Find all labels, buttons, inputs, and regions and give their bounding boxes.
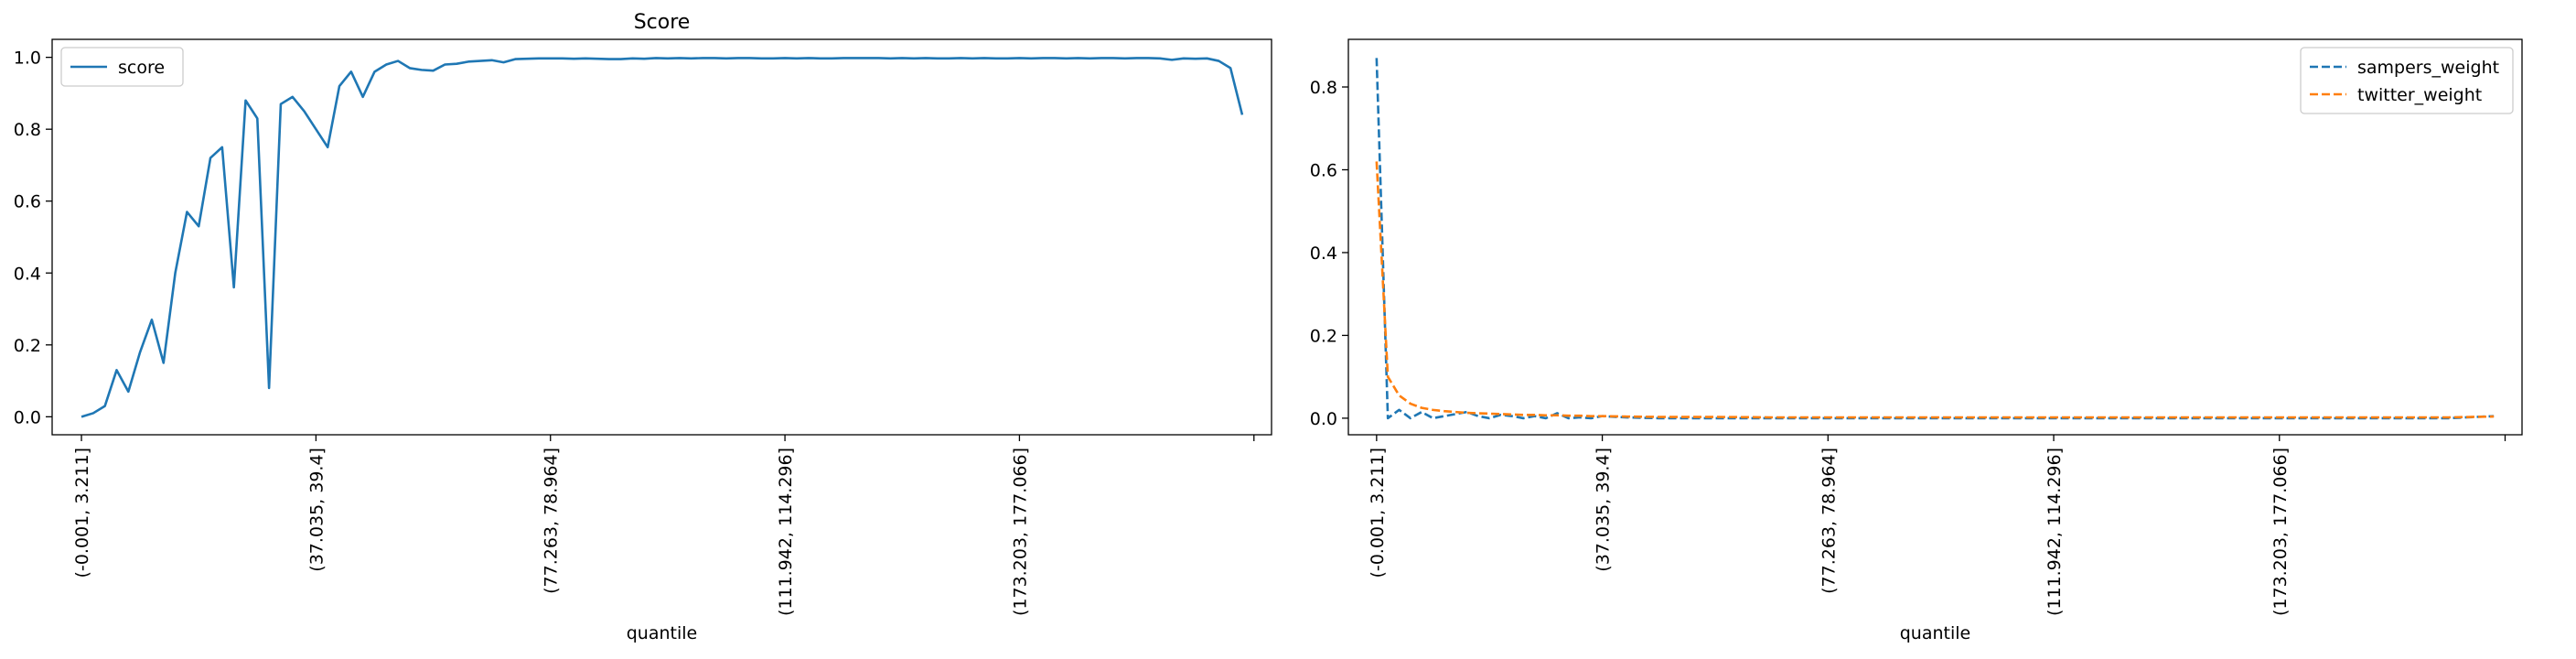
- legend-box: [60, 47, 184, 87]
- y-tick-label: 0.6: [1310, 160, 1337, 180]
- y-tick-label: 0.0: [14, 407, 41, 427]
- chart-panel-1: Score 0.0 0.2 0.4 0.6 0.8 1.0 (-0.001, 3.211] (3…: [14, 11, 1272, 643]
- x-tick-label: (-0.001, 3.211]: [72, 448, 92, 578]
- legend: sampers_weight twitter_weight: [2300, 47, 2514, 114]
- legend-label: score: [118, 58, 165, 78]
- x-axis-label: quantile: [1900, 623, 1970, 643]
- legend-label: twitter_weight: [2357, 85, 2482, 105]
- legend: score: [60, 47, 184, 87]
- series-line-twitter-weight: [1375, 161, 2495, 419]
- x-tick-label: (77.263, 78.964]: [1819, 448, 1839, 594]
- y-tick-label: 1.0: [14, 49, 41, 69]
- x-tick-label: (77.263, 78.964]: [542, 448, 562, 594]
- y-tick-label: 0.6: [14, 192, 41, 212]
- x-tick-label: (173.203, 177.066]: [1010, 448, 1030, 616]
- y-tick-label: 0.4: [14, 264, 41, 284]
- legend-label: sampers_weight: [2357, 58, 2499, 78]
- y-tick-label: 0.0: [1310, 409, 1337, 429]
- legend-box: [2300, 47, 2514, 114]
- x-tick-label: (111.942, 114.296]: [2045, 448, 2065, 616]
- x-tick-label: (111.942, 114.296]: [776, 448, 796, 616]
- x-tick-label: (173.203, 177.066]: [2270, 448, 2291, 616]
- x-axis-label: quantile: [627, 623, 697, 643]
- x-tick-label: (37.035, 39.4]: [1594, 448, 1614, 572]
- chart-panel-2: 0.0 0.2 0.4 0.6 0.8 (-0.001, 3.211] (37.035, 3…: [1310, 38, 2523, 643]
- x-tick-label: (37.035, 39.4]: [306, 448, 327, 572]
- series-line-score: [80, 57, 1244, 418]
- y-tick-label: 0.8: [14, 120, 41, 140]
- y-tick-label: 0.2: [14, 336, 41, 356]
- y-tick-label: 0.2: [1310, 326, 1337, 346]
- x-tick-label: (-0.001, 3.211]: [1368, 448, 1388, 578]
- axes-frame: [51, 38, 1272, 436]
- axes-frame: [1347, 38, 2523, 436]
- y-tick-label: 0.4: [1310, 243, 1337, 264]
- chart-title: Score: [634, 11, 691, 34]
- y-tick-label: 0.8: [1310, 78, 1337, 98]
